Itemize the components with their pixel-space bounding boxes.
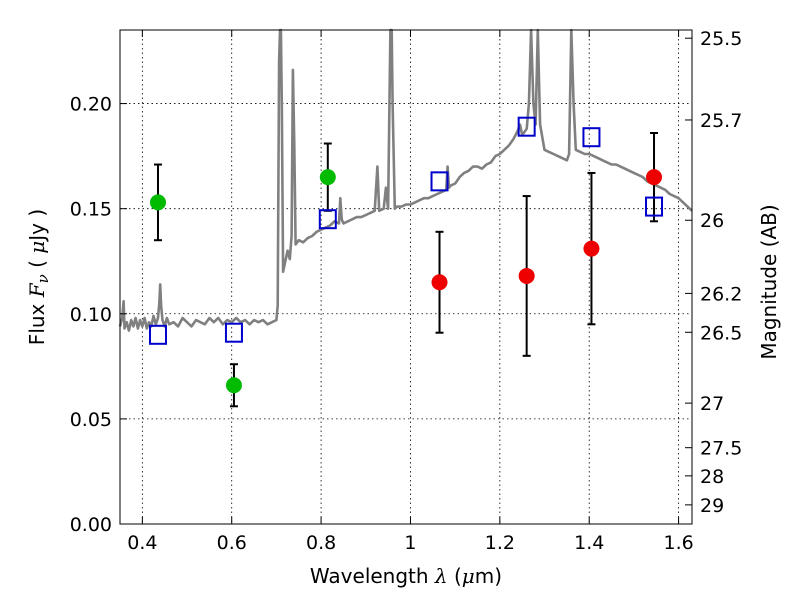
spectrum-line (118, 28, 693, 332)
model-square-point (318, 209, 337, 230)
x-tick-label: 1.4 (574, 532, 604, 554)
y-label-open: ( (25, 254, 49, 275)
y2-tick-label: 29 (700, 495, 724, 517)
green-point (319, 169, 336, 186)
y2-tick-label: 26.5 (700, 322, 742, 344)
model-square-point (582, 127, 601, 148)
y-tick-label: 0.20 (70, 94, 112, 116)
plot-frame (119, 29, 693, 525)
green-point (225, 377, 242, 394)
y-tick-label: 0.05 (70, 409, 112, 431)
y2-tick-label: 25.5 (700, 28, 742, 50)
red-point (583, 240, 600, 257)
y2-axis-label: Magnitude (AB) (757, 204, 781, 359)
y-label-unit: Jy ) (25, 209, 49, 243)
x-tick-label: 1 (404, 532, 416, 554)
x-tick-label: 0.8 (306, 532, 336, 554)
y-tick-label: 0.15 (70, 199, 112, 221)
model-square-point (645, 196, 664, 217)
x-label-text: Wavelength (310, 564, 435, 588)
x-axis-label: Wavelength λ (μm) (310, 564, 502, 588)
y-tick-label: 0.00 (70, 514, 112, 536)
model-square-point (430, 171, 449, 192)
grid (120, 30, 692, 525)
y-axis-label: Flux Fν ( μJy ) (25, 209, 52, 345)
y-label-text: Flux (25, 297, 49, 345)
y-label-nu: ν (34, 274, 52, 283)
x-label-mu: μ (462, 564, 475, 588)
model-square-point (148, 324, 167, 345)
x-tick-label: 1.6 (663, 532, 693, 554)
y-label-mu: μ (25, 241, 49, 254)
green-point (149, 194, 166, 211)
red-point (518, 267, 535, 284)
y2-tick-label: 25.7 (700, 110, 742, 132)
x-tick-label: 0.6 (217, 532, 247, 554)
y2-tick-label: 27.5 (700, 438, 742, 460)
x-tick-label: 1.2 (485, 532, 515, 554)
y2-tick-label: 28 (700, 466, 724, 488)
x-label-unit: m) (475, 564, 502, 588)
axis-ticks: 0.4 0.6 0.8 1 1.2 1.4 1.6 0.00 0.05 0.10 0.15 0.20 2… (70, 28, 743, 554)
y-label-f: F (25, 282, 49, 298)
red-point (431, 274, 448, 291)
error-bars (153, 132, 659, 408)
data-points (148, 116, 664, 394)
x-tick-label: 0.4 (127, 532, 157, 554)
y-tick-label: 0.10 (70, 304, 112, 326)
red-point (646, 169, 663, 186)
x-label-lambda: λ (434, 564, 448, 588)
model-square-point (517, 116, 536, 137)
spectrum-layer (118, 28, 693, 332)
y2-tick-label: 26 (700, 210, 724, 232)
x-label-open: ( (448, 564, 462, 588)
y2-tick-label: 26.2 (700, 283, 742, 305)
y2-tick-label: 27 (700, 393, 724, 415)
model-square-point (224, 322, 243, 343)
